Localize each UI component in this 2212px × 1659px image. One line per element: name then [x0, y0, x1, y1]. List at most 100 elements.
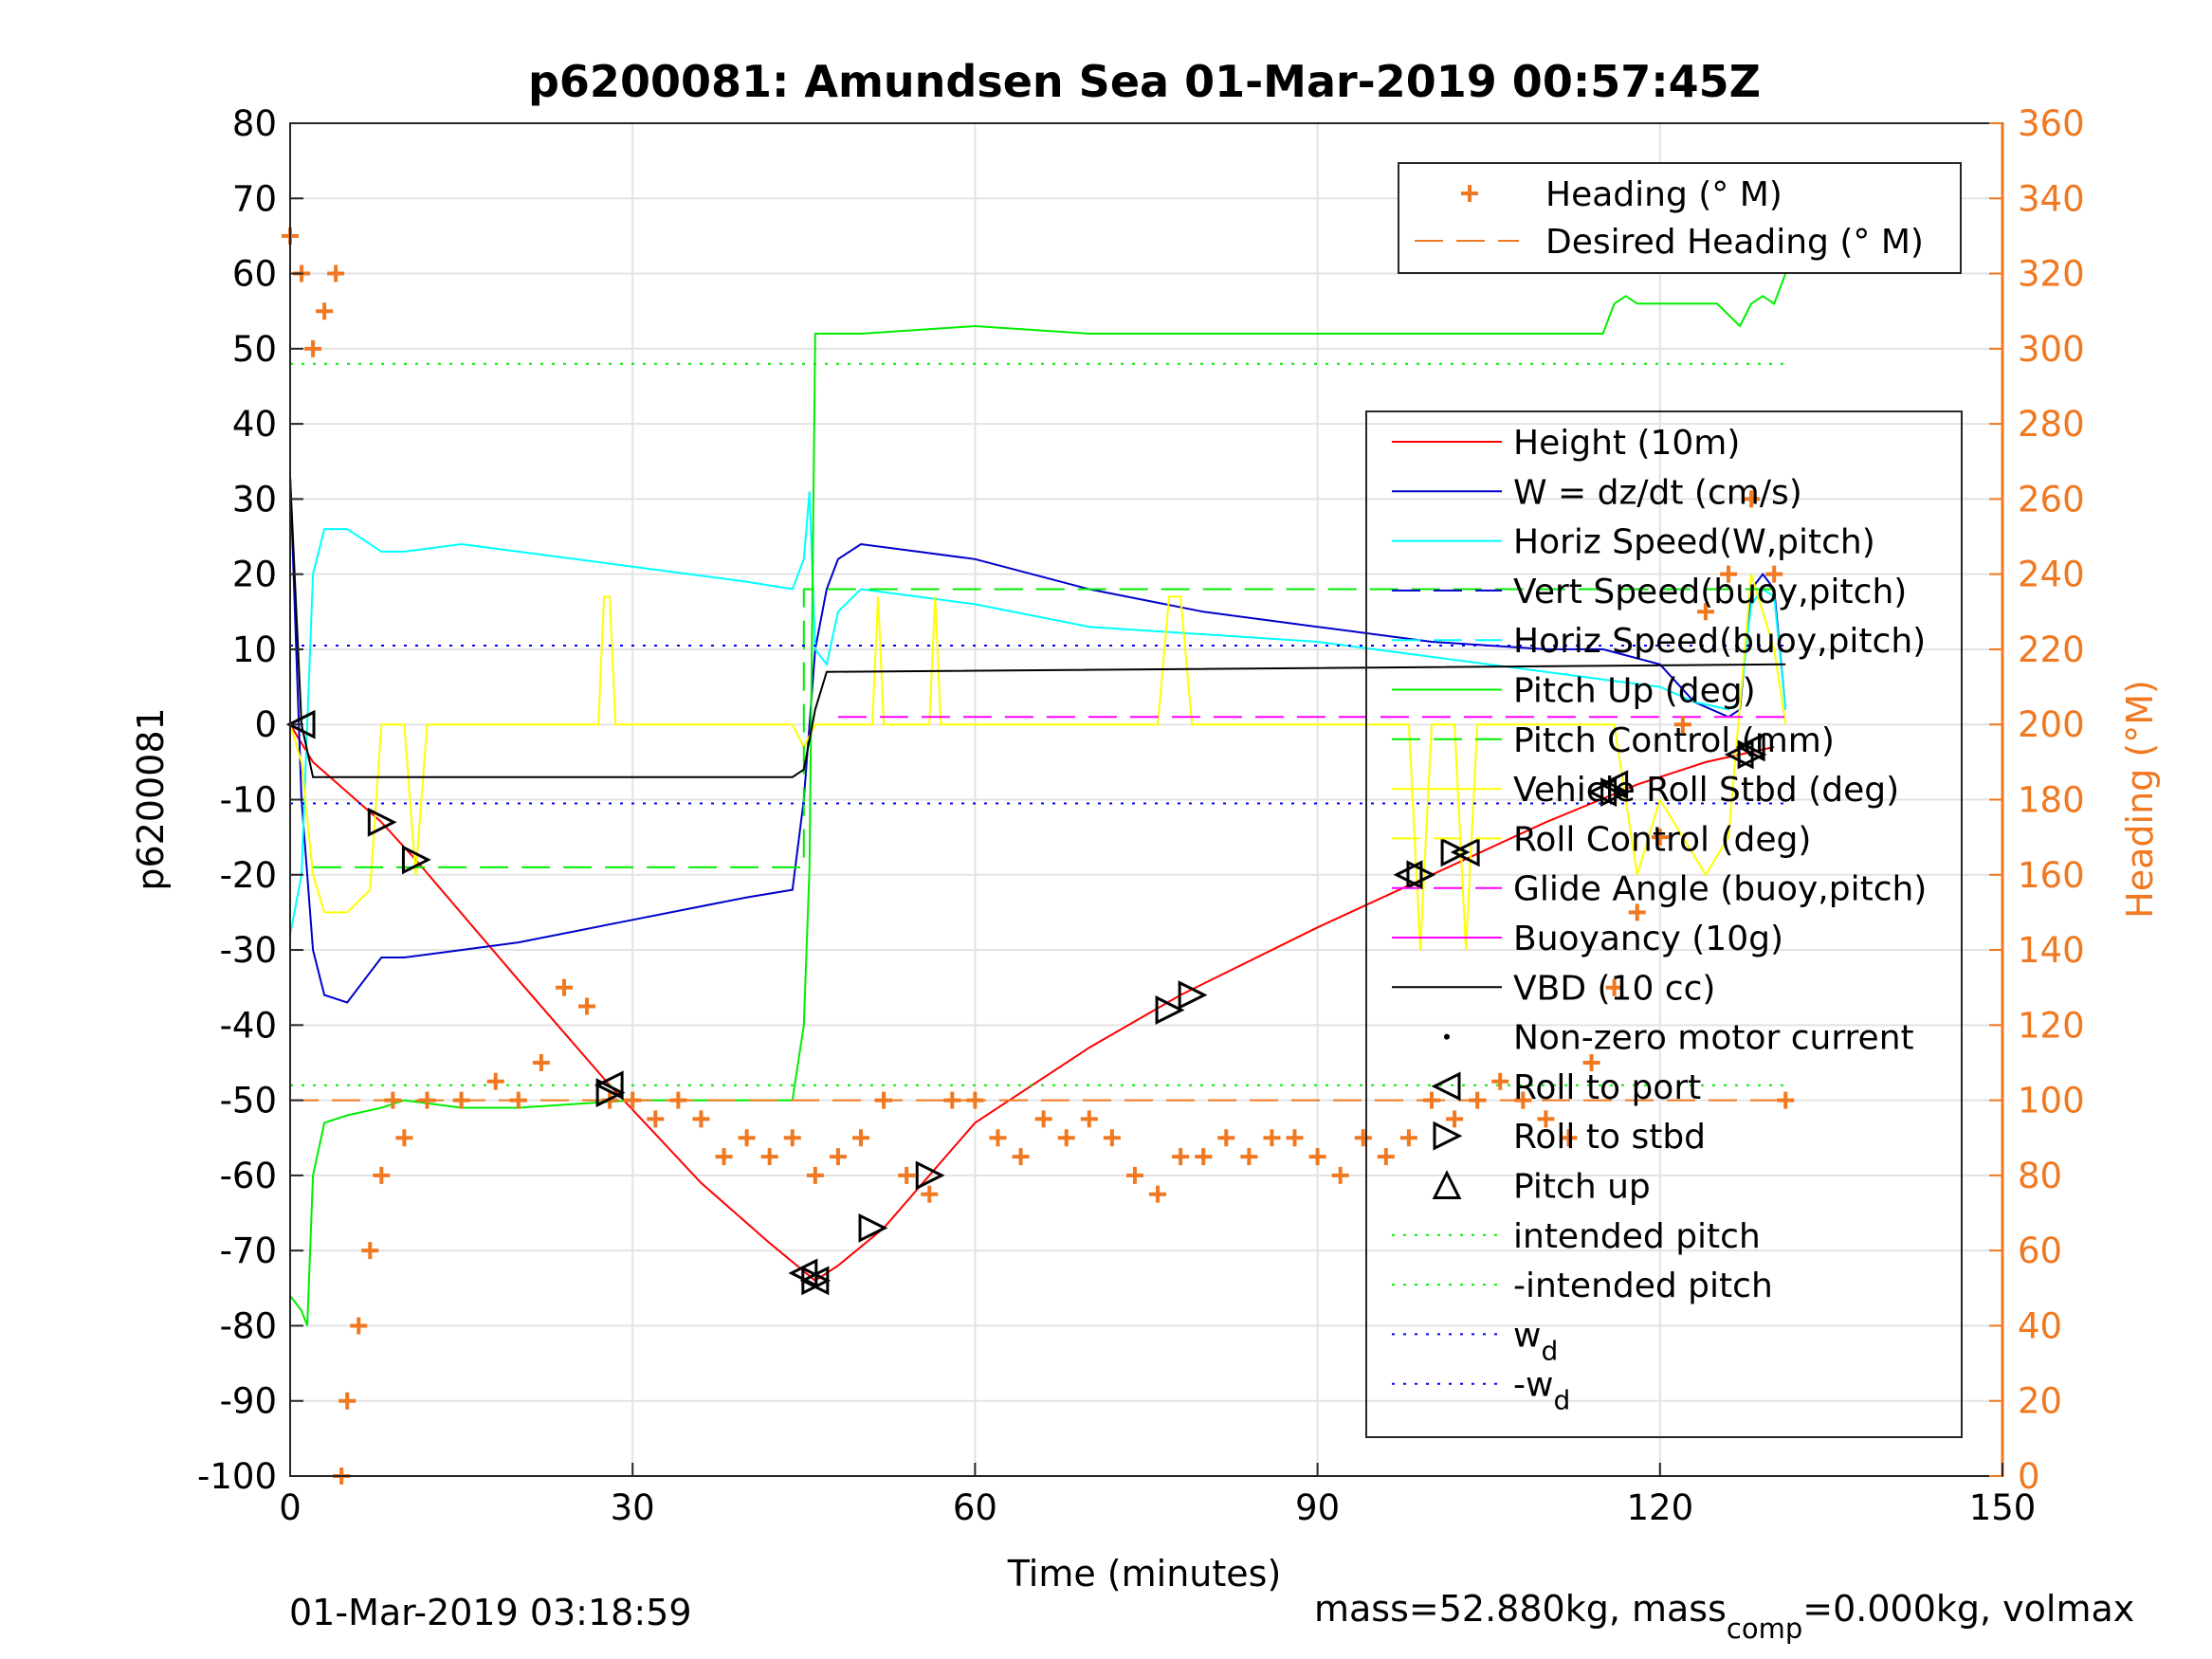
y2-tick-label: 260: [2018, 479, 2085, 520]
heading-point: [1469, 1091, 1487, 1109]
legend-main-label-text: Roll Control (deg): [1513, 820, 1811, 859]
legend-main-label: Non-zero motor current: [1513, 1019, 1914, 1058]
heading-point: [783, 1129, 801, 1147]
legend-heading-label: Desired Heading (° M): [1545, 223, 1924, 262]
heading-point: [647, 1110, 665, 1128]
y2-tick-label: 140: [2018, 930, 2085, 971]
roll-to-stbd-marker: [1600, 777, 1630, 807]
y-tick-label: 50: [232, 329, 277, 370]
roll-to-port-marker: [285, 709, 316, 739]
legend-main-label: Vehicle Roll Stbd (deg): [1513, 771, 1899, 810]
legend-main-label-text: Height (10m): [1513, 424, 1740, 463]
y-tick-label: 40: [232, 404, 277, 445]
heading-point: [875, 1091, 893, 1109]
y2-tick-label: 240: [2018, 555, 2085, 595]
heading-point: [738, 1129, 756, 1147]
heading-point: [1537, 1110, 1555, 1128]
heading-point: [316, 302, 334, 320]
heading-point: [1149, 1185, 1167, 1203]
y-tick-label: 70: [232, 178, 277, 219]
heading-point: [1377, 1148, 1395, 1166]
heading-point: [806, 1166, 824, 1184]
legend-main-label-text: -w: [1513, 1366, 1553, 1405]
roll-to-stbd-marker: [1406, 860, 1436, 890]
legend-main-label: -intended pitch: [1513, 1267, 1773, 1305]
heading-point: [1399, 1129, 1417, 1147]
legend-main-label-sub: d: [1541, 1335, 1558, 1366]
y2-tick-label: 20: [2018, 1381, 2062, 1422]
y2-tick-label: 320: [2018, 254, 2085, 295]
roll-to-stbd-marker: [858, 1212, 888, 1243]
heading-point: [1446, 1110, 1464, 1128]
legend-heading: Heading (° M) Desired Heading (° M): [1398, 162, 1962, 274]
heading-point: [1651, 829, 1669, 847]
legend-main-label-text: Vert Speed(buoy,pitch): [1513, 573, 1907, 611]
y2-axis-label: Heading (°M): [2119, 680, 2161, 919]
x-tick-label: 150: [1969, 1487, 2037, 1528]
heading-point: [760, 1148, 778, 1166]
series-line: [289, 491, 1787, 936]
heading-point: [361, 1242, 379, 1260]
heading-point: [350, 1317, 368, 1335]
legend-main-label: Pitch Up (deg): [1513, 672, 1756, 711]
legend-main-symbol: [1433, 1121, 1463, 1151]
legend-main-label: Height (10m): [1513, 424, 1740, 463]
heading-point: [555, 978, 573, 996]
heading-point: [1605, 978, 1623, 996]
heading-point: [1034, 1110, 1052, 1128]
marker-layer: [285, 709, 1767, 1296]
legend-main-symbol: [1431, 1071, 1461, 1102]
heading-point: [1331, 1166, 1349, 1184]
y2-tick-label: 40: [2018, 1305, 2062, 1346]
heading-point: [692, 1110, 710, 1128]
heading-point: [852, 1129, 869, 1147]
legend-main-label-text: w: [1513, 1316, 1541, 1355]
roll-to-stbd-marker: [401, 845, 431, 875]
left-y-axis: -100-90-80-70-60-50-40-30-20-10010203040…: [197, 103, 303, 1497]
legend-main-label: Buoyancy (10g): [1513, 920, 1783, 958]
legend-main-label-text: Horiz Speed(W,pitch): [1513, 523, 1875, 562]
y-tick-label: -100: [197, 1456, 277, 1497]
legend-main-label: intended pitch: [1513, 1217, 1761, 1256]
legend-main-label: Horiz Speed(buoy,pitch): [1513, 622, 1926, 661]
y2-tick-label: 200: [2018, 704, 2085, 745]
x-axis: 0 30 60 90 120 150: [279, 1463, 2036, 1528]
heading-point: [1628, 903, 1646, 921]
legend-main-label: W = dz/dt (cm/s): [1513, 473, 1802, 512]
legend-main-label: Roll to port: [1513, 1068, 1701, 1107]
heading-point: [1720, 565, 1738, 583]
series-line: [289, 476, 1787, 1004]
legend-main-label-text: intended pitch: [1513, 1217, 1761, 1256]
y-tick-label: -60: [220, 1156, 277, 1196]
legend-main-label-text: Vehicle Roll Stbd (deg): [1513, 771, 1899, 810]
plot-area: [282, 122, 2003, 1485]
y2-tick-label: 360: [2018, 103, 2085, 144]
footer-mass-info: mass=52.880kg, masscomp=0.000kg, volmax: [1314, 1588, 2134, 1645]
y2-tick-label: 0: [2018, 1456, 2040, 1497]
heading-point: [1354, 1129, 1372, 1147]
legend-main-label: Roll to stbd: [1513, 1118, 1706, 1157]
legend-main-label: Vert Speed(buoy,pitch): [1513, 573, 1907, 611]
x-tick-label: 0: [279, 1487, 302, 1528]
legend-main-symbol: [1444, 1033, 1450, 1040]
y-tick-label: 20: [232, 555, 277, 595]
x-tick-label: 90: [1295, 1487, 1340, 1528]
heading-point: [1195, 1148, 1213, 1166]
legend-main-label-text: Roll to port: [1513, 1068, 1701, 1107]
roll-to-port-marker: [1735, 732, 1765, 762]
legend-main-label: Pitch Control (mm): [1513, 721, 1835, 760]
heading-point: [624, 1091, 642, 1109]
legend-main-label-text: Pitch Up (deg): [1513, 672, 1756, 711]
y2-tick-label: 60: [2018, 1231, 2062, 1271]
heading-point: [532, 1053, 550, 1071]
legend-main-label: Pitch up: [1513, 1168, 1651, 1207]
y2-tick-label: 220: [2018, 629, 2085, 670]
heading-point: [1582, 1053, 1600, 1071]
legend-main: Height (10m) W = dz/dt (cm/s) Horiz Speed(…: [1365, 410, 1963, 1438]
heading-point: [338, 1392, 356, 1410]
y-tick-label: -40: [220, 1005, 277, 1046]
data-layer: [282, 227, 1795, 1485]
roll-to-stbd-marker: [801, 1266, 832, 1296]
heading-point: [1560, 1129, 1578, 1147]
